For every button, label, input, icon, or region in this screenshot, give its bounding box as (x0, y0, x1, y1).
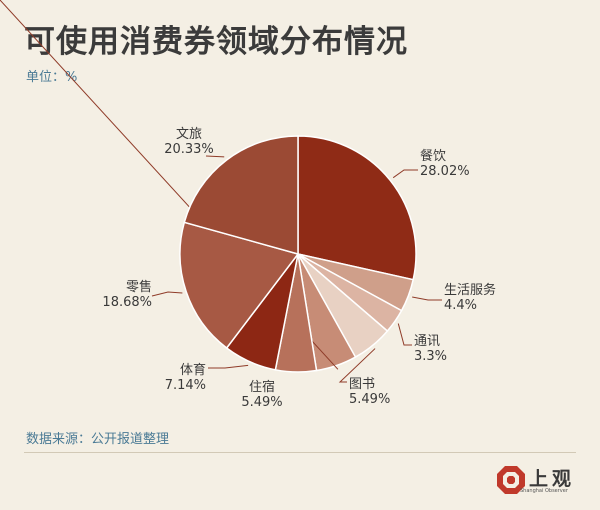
pie-chart: 餐饮28.02%生活服务4.4%通讯3.3%图书5.49%住宿5.49%体育7.… (0, 0, 496, 410)
slice-value-6: 7.14% (165, 378, 206, 393)
pie-slice-0 (297, 135, 417, 281)
leader-line-7 (151, 291, 183, 297)
slice-label-1: 生活服务 (444, 282, 496, 298)
slice-value-3: 5.49% (349, 392, 390, 407)
pie-slice-8 (183, 135, 299, 255)
slice-label-8: 文旅 (176, 127, 202, 142)
leader-line-8 (205, 155, 225, 158)
brand-subtitle: Shanghai Observer (520, 488, 568, 494)
slice-value-8: 20.33% (164, 142, 214, 157)
pie-slice-7 (179, 221, 300, 350)
brand-logo: 上观 Shanghai Observer (496, 463, 586, 499)
footer-divider (24, 452, 576, 453)
slice-value-0: 28.02% (420, 164, 470, 179)
brand-octagon-icon (497, 466, 525, 494)
leader-line-0 (392, 169, 418, 179)
slice-label-7: 零售 (126, 279, 152, 295)
slice-label-6: 体育 (180, 362, 206, 378)
slice-label-3: 图书 (349, 377, 375, 392)
brand-name: 上观 (529, 468, 576, 490)
leader-line-2 (397, 323, 412, 346)
leader-line-1 (412, 296, 442, 301)
leader-line-6 (208, 364, 249, 369)
slice-label-0: 餐饮 (420, 148, 446, 164)
slice-value-2: 3.3% (414, 349, 447, 364)
slice-label-4: 住宿 (249, 379, 275, 395)
chart-title: 可使用消费券领域分布情况 (24, 24, 408, 60)
slice-label-2: 通讯 (414, 334, 440, 349)
slice-value-1: 4.4% (444, 298, 477, 313)
unit-label: 单位：% (26, 70, 78, 85)
data-source: 数据来源：公开报道整理 (26, 432, 170, 447)
slice-value-7: 18.68% (102, 295, 152, 310)
slice-value-4: 5.49% (241, 395, 282, 410)
leader-line-3 (338, 348, 376, 383)
